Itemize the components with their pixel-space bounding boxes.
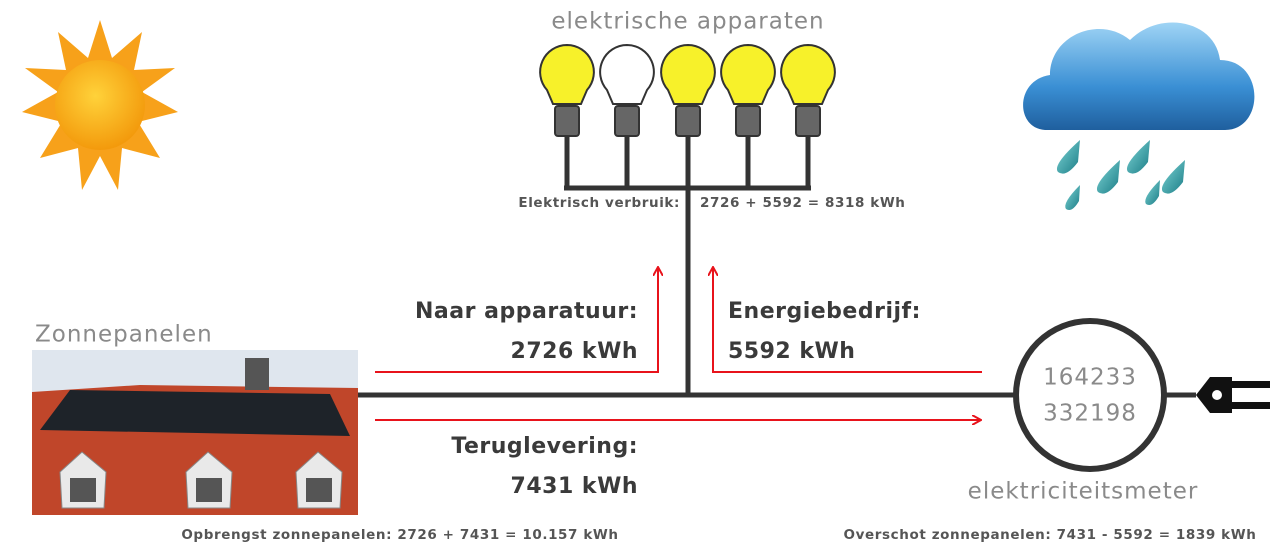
meter-reading: 164233 [1043, 365, 1137, 391]
flow-value: 2726 kWh [511, 339, 638, 364]
light-bulbs [540, 45, 835, 136]
meter-reading: 332198 [1043, 401, 1137, 427]
diagram: elektrische apparaten Elektrisch verbrui… [0, 0, 1278, 544]
flow-value: 7431 kWh [511, 474, 638, 499]
flow-label: Energiebedrijf: [728, 299, 921, 324]
sun-icon [22, 20, 178, 190]
rain-cloud-icon [1023, 23, 1254, 210]
solar-label: Zonnepanelen [35, 322, 213, 348]
solar-yield: Opbrengst zonnepanelen: 2726 + 7431 = 10… [181, 527, 618, 543]
flow-label: Teruglevering: [451, 434, 638, 459]
flow-value: 5592 kWh [728, 339, 855, 364]
flow-label: Naar apparatuur: [415, 299, 638, 324]
solar-roof-photo [32, 350, 358, 515]
surplus-text: Overschot zonnepanelen: 7431 - 5592 = 18… [844, 527, 1257, 543]
usage-label: Elektrisch verbruik: [518, 195, 680, 211]
meter-label: elektriciteitsmeter [968, 479, 1199, 505]
usage-value: 2726 + 5592 = 8318 kWh [700, 195, 906, 211]
devices-label: elektrische apparaten [551, 9, 824, 35]
meter-dial [1016, 321, 1164, 469]
plug-icon [1196, 377, 1270, 413]
